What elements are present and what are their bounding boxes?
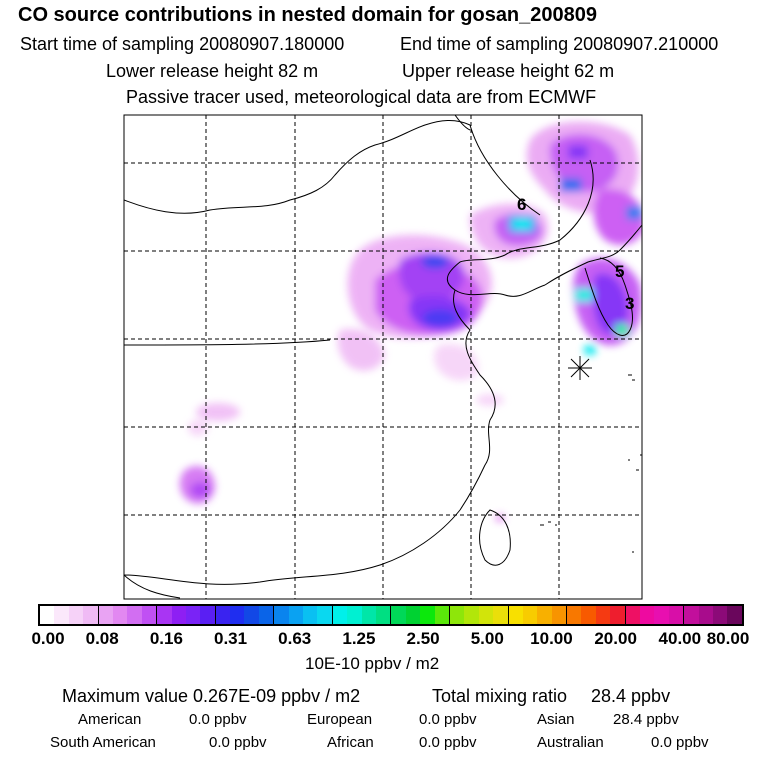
color-bar-swatch [595,606,611,624]
american-value: 0.0 ppbv [189,711,247,728]
color-bar-swatch [361,606,376,624]
color-bar-swatch [405,606,421,624]
upper-release-height: Upper release height 62 m [402,61,615,81]
color-bar-swatch [157,606,172,624]
color-bar-swatch [332,606,348,624]
south-american-value: 0.0 ppbv [209,734,267,751]
maximum-value: Maximum value 0.267E-09 ppbv / m2 [62,686,361,706]
color-bar-swatch [625,606,641,624]
color-bar-swatch [317,606,333,624]
color-bar-swatch [68,606,84,624]
color-bar-swatch [215,606,231,624]
color-bar-tick-label: 0.00 [31,629,65,648]
color-bar-tick-label: 0.16 [149,629,183,648]
color-bar-swatch [537,606,552,624]
lower-release-height: Lower release height 82 m [106,61,319,81]
color-bar-swatch [258,606,275,624]
start-time: Start time of sampling 20080907.180000 [20,34,345,54]
total-mixing-ratio-label: Total mixing ratio [432,686,568,706]
color-bar-swatch [230,606,245,624]
color-bar-swatch [288,606,304,624]
color-bar-swatch [200,606,216,624]
color-bar-swatch [127,606,142,624]
african-value: 0.0 ppbv [419,734,477,751]
color-bar-swatch [40,606,55,624]
color-bar-swatch [654,606,669,624]
color-bar-swatch [698,606,713,624]
color-bar [38,604,744,626]
color-bar-swatch [581,606,596,624]
american-label: American [78,711,142,728]
color-bar-swatch [449,606,465,624]
color-bar-swatch [98,606,113,624]
color-bar-tick-label: 20.00 [594,629,637,648]
color-bar-swatch [493,606,509,624]
color-bar-swatch [375,606,392,624]
color-bar-tick-label: 80.00 [706,629,750,648]
color-bar-swatch [712,606,728,624]
african-label: African [327,734,374,751]
color-bar-swatch [668,606,685,624]
color-bar-swatch [141,606,158,624]
color-bar-tick-label: 5.00 [470,629,504,648]
color-bar-tick-label: 10.00 [530,629,573,648]
concentration-field [179,121,642,522]
color-bar-swatch [54,606,69,624]
rank-label: 3 [625,294,634,313]
color-bar-swatch [567,606,582,624]
color-bar-units: 10E-10 ppbv / m2 [305,654,440,673]
color-bar-swatch [464,606,479,624]
european-label: European [307,711,373,728]
color-bar-swatch [522,606,538,624]
color-bar-swatch [684,606,699,624]
color-bar-swatch [83,606,99,624]
color-bar-swatch [347,606,362,624]
color-bar-swatch [185,606,201,624]
rank-label: 5 [615,262,624,281]
color-bar-swatch [112,606,128,624]
color-bar-swatch [434,606,450,624]
color-bar-swatch [420,606,435,624]
color-bar-swatch [508,606,523,624]
graticule [124,115,642,599]
map-frame [123,114,643,600]
european-value: 0.0 ppbv [419,711,477,728]
color-bar-tick-label: 0.31 [213,629,248,648]
color-bar-swatch [391,606,406,624]
tracer-note: Passive tracer used, meteorological data… [126,87,597,107]
asian-label: Asian [537,711,575,728]
station-marker [568,356,592,380]
color-bar-swatch [551,606,568,624]
color-bar-tick-label: 40.00 [658,629,702,648]
color-bar-tick-label: 2.50 [406,629,440,648]
south-american-label: South American [50,734,156,751]
color-bar-tick-label: 1.25 [342,629,376,648]
color-bar-swatch [274,606,289,624]
color-bar-swatch [244,606,259,624]
australian-label: Australian [537,734,604,751]
total-mixing-ratio-value: 28.4 ppbv [591,686,671,706]
color-bar-tick-label: 0.63 [278,629,312,648]
color-bar-swatch [727,606,742,624]
color-bar-tick-label: 0.08 [85,629,119,648]
asian-value: 28.4 ppbv [613,711,679,728]
color-bar-swatch [610,606,626,624]
color-bar-swatch [640,606,655,624]
end-time: End time of sampling 20080907.210000 [400,34,719,54]
plot-title: CO source contributions in nested domain… [18,4,598,26]
color-bar-swatch [303,606,318,624]
rank-label: 6 [517,195,526,214]
coastlines [124,115,642,599]
color-bar-swatch [171,606,186,624]
australian-value: 0.0 ppbv [651,734,709,751]
color-bar-swatch [478,606,494,624]
